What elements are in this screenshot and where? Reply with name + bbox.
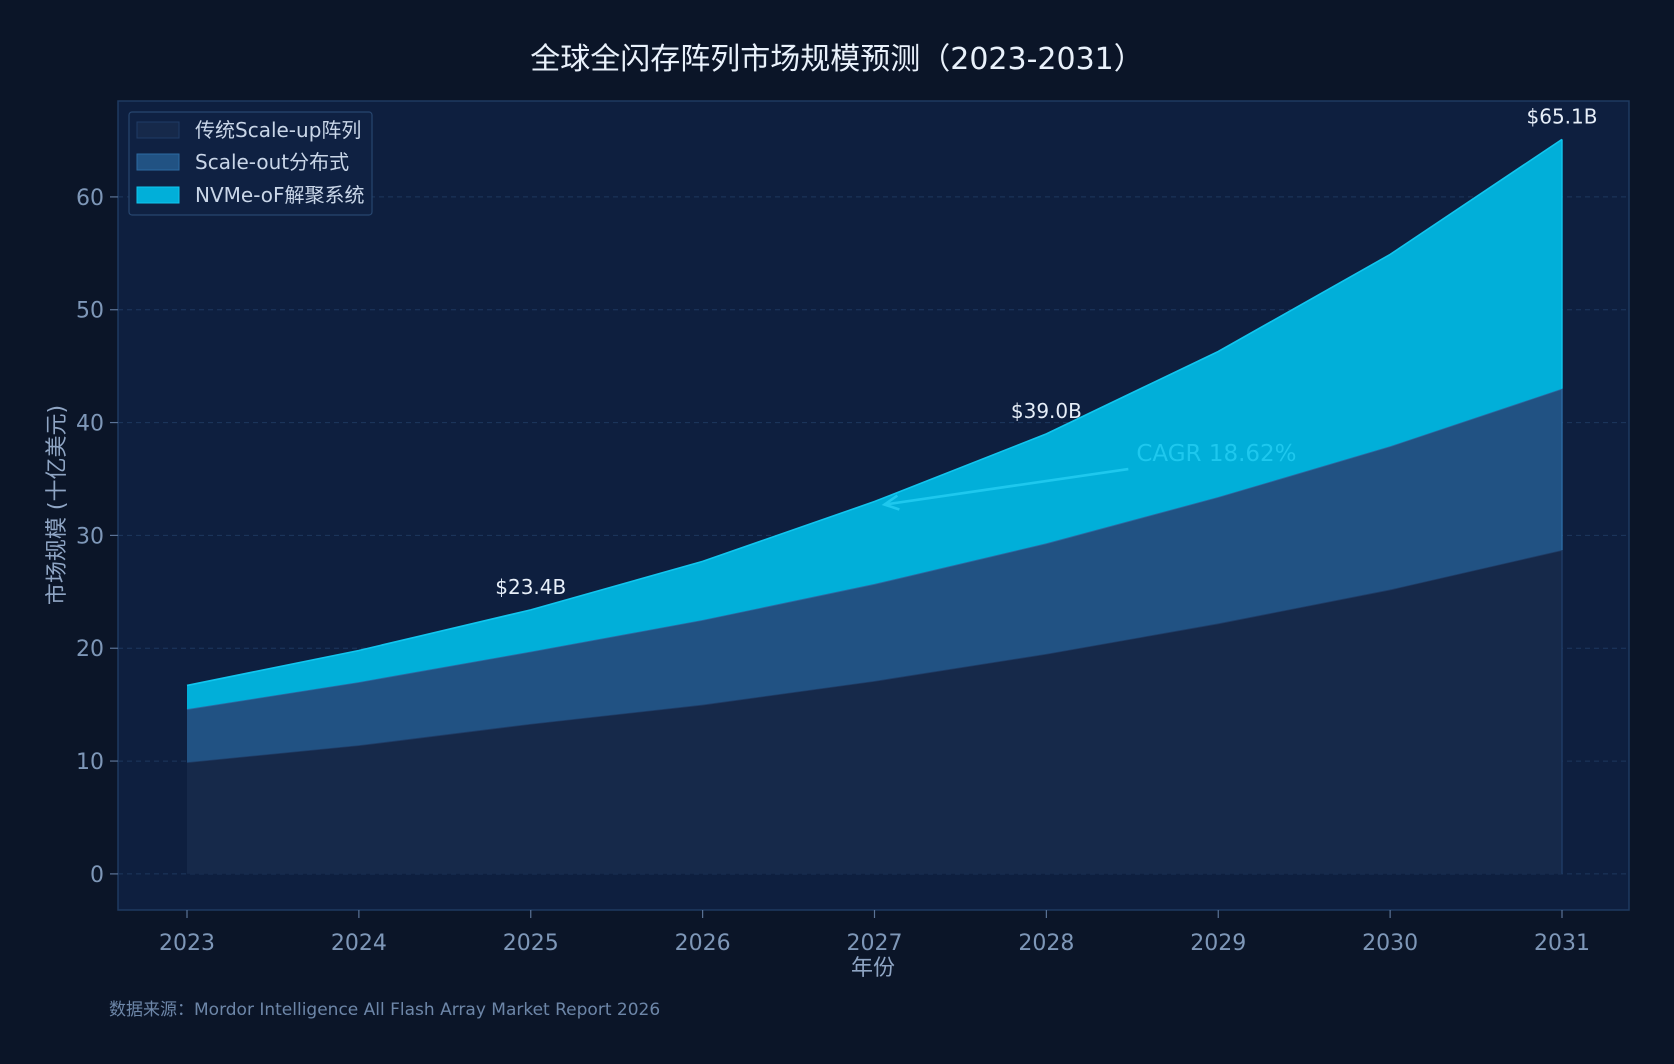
value-label-2031: $65.1B	[1527, 104, 1598, 128]
y-axis-title: 市场规模 (十亿美元)	[45, 405, 70, 605]
cagr-label: CAGR 18.62%	[1136, 441, 1296, 467]
value-label-2025: $23.4B	[495, 575, 566, 599]
area-series-2	[187, 139, 1562, 710]
y-tick-label-10: 10	[76, 750, 104, 775]
x-tick-label-2023: 2023	[159, 931, 215, 956]
source-note: 数据来源：Mordor Intelligence All Flash Array…	[109, 1000, 660, 1020]
legend: 传统Scale-up阵列 Scale-out分布式 NVMe-oF解聚系统	[128, 111, 373, 216]
area-series-edge-2	[186, 138, 1563, 687]
y-tick-label-50: 50	[76, 299, 104, 324]
value-label-2028: $39.0B	[1011, 399, 1082, 423]
area-series-0	[187, 550, 1562, 874]
y-tick-label-40: 40	[76, 412, 104, 437]
x-tick-label-2029: 2029	[1190, 931, 1246, 956]
legend-swatch-nvmeof	[136, 186, 180, 204]
legend-label-scaleup: 传统Scale-up阵列	[195, 118, 361, 142]
y-axis-ticks: 0 10 20 30 40 50 60	[76, 186, 118, 888]
x-axis-title: 年份	[851, 956, 895, 981]
legend-swatch-scaleout	[136, 153, 180, 171]
y-tick-label-60: 60	[76, 186, 104, 211]
legend-label-nvmeof: NVMe-oF解聚系统	[195, 183, 365, 207]
x-tick-label-2027: 2027	[847, 931, 903, 956]
y-tick-label-0: 0	[90, 863, 104, 888]
cagr-arrow-line	[884, 467, 1129, 506]
cagr-arrow-head	[881, 494, 900, 511]
legend-label-scaleout: Scale-out分布式	[195, 150, 349, 174]
x-tick-label-2030: 2030	[1362, 931, 1418, 956]
annotations: $23.4B $39.0B $65.1B CAGR 18.62%	[495, 104, 1597, 599]
y-tick-label-20: 20	[76, 637, 104, 662]
x-tick-label-2024: 2024	[331, 931, 387, 956]
x-axis-ticks: 2023 2024 2025 2026 2027 2028 2029 2030 2031	[159, 910, 1590, 956]
legend-swatch-scaleup	[136, 121, 180, 139]
x-tick-label-2026: 2026	[675, 931, 731, 956]
chart-title: 全球全闪存阵列市场规模预测（2023-2031）	[530, 42, 1144, 77]
x-tick-label-2031: 2031	[1534, 931, 1590, 956]
area-series-1	[187, 388, 1562, 763]
y-tick-label-30: 30	[76, 524, 104, 549]
area-series-layer	[186, 138, 1563, 874]
legend-box	[128, 111, 373, 216]
x-tick-label-2028: 2028	[1018, 931, 1074, 956]
x-tick-label-2025: 2025	[503, 931, 559, 956]
